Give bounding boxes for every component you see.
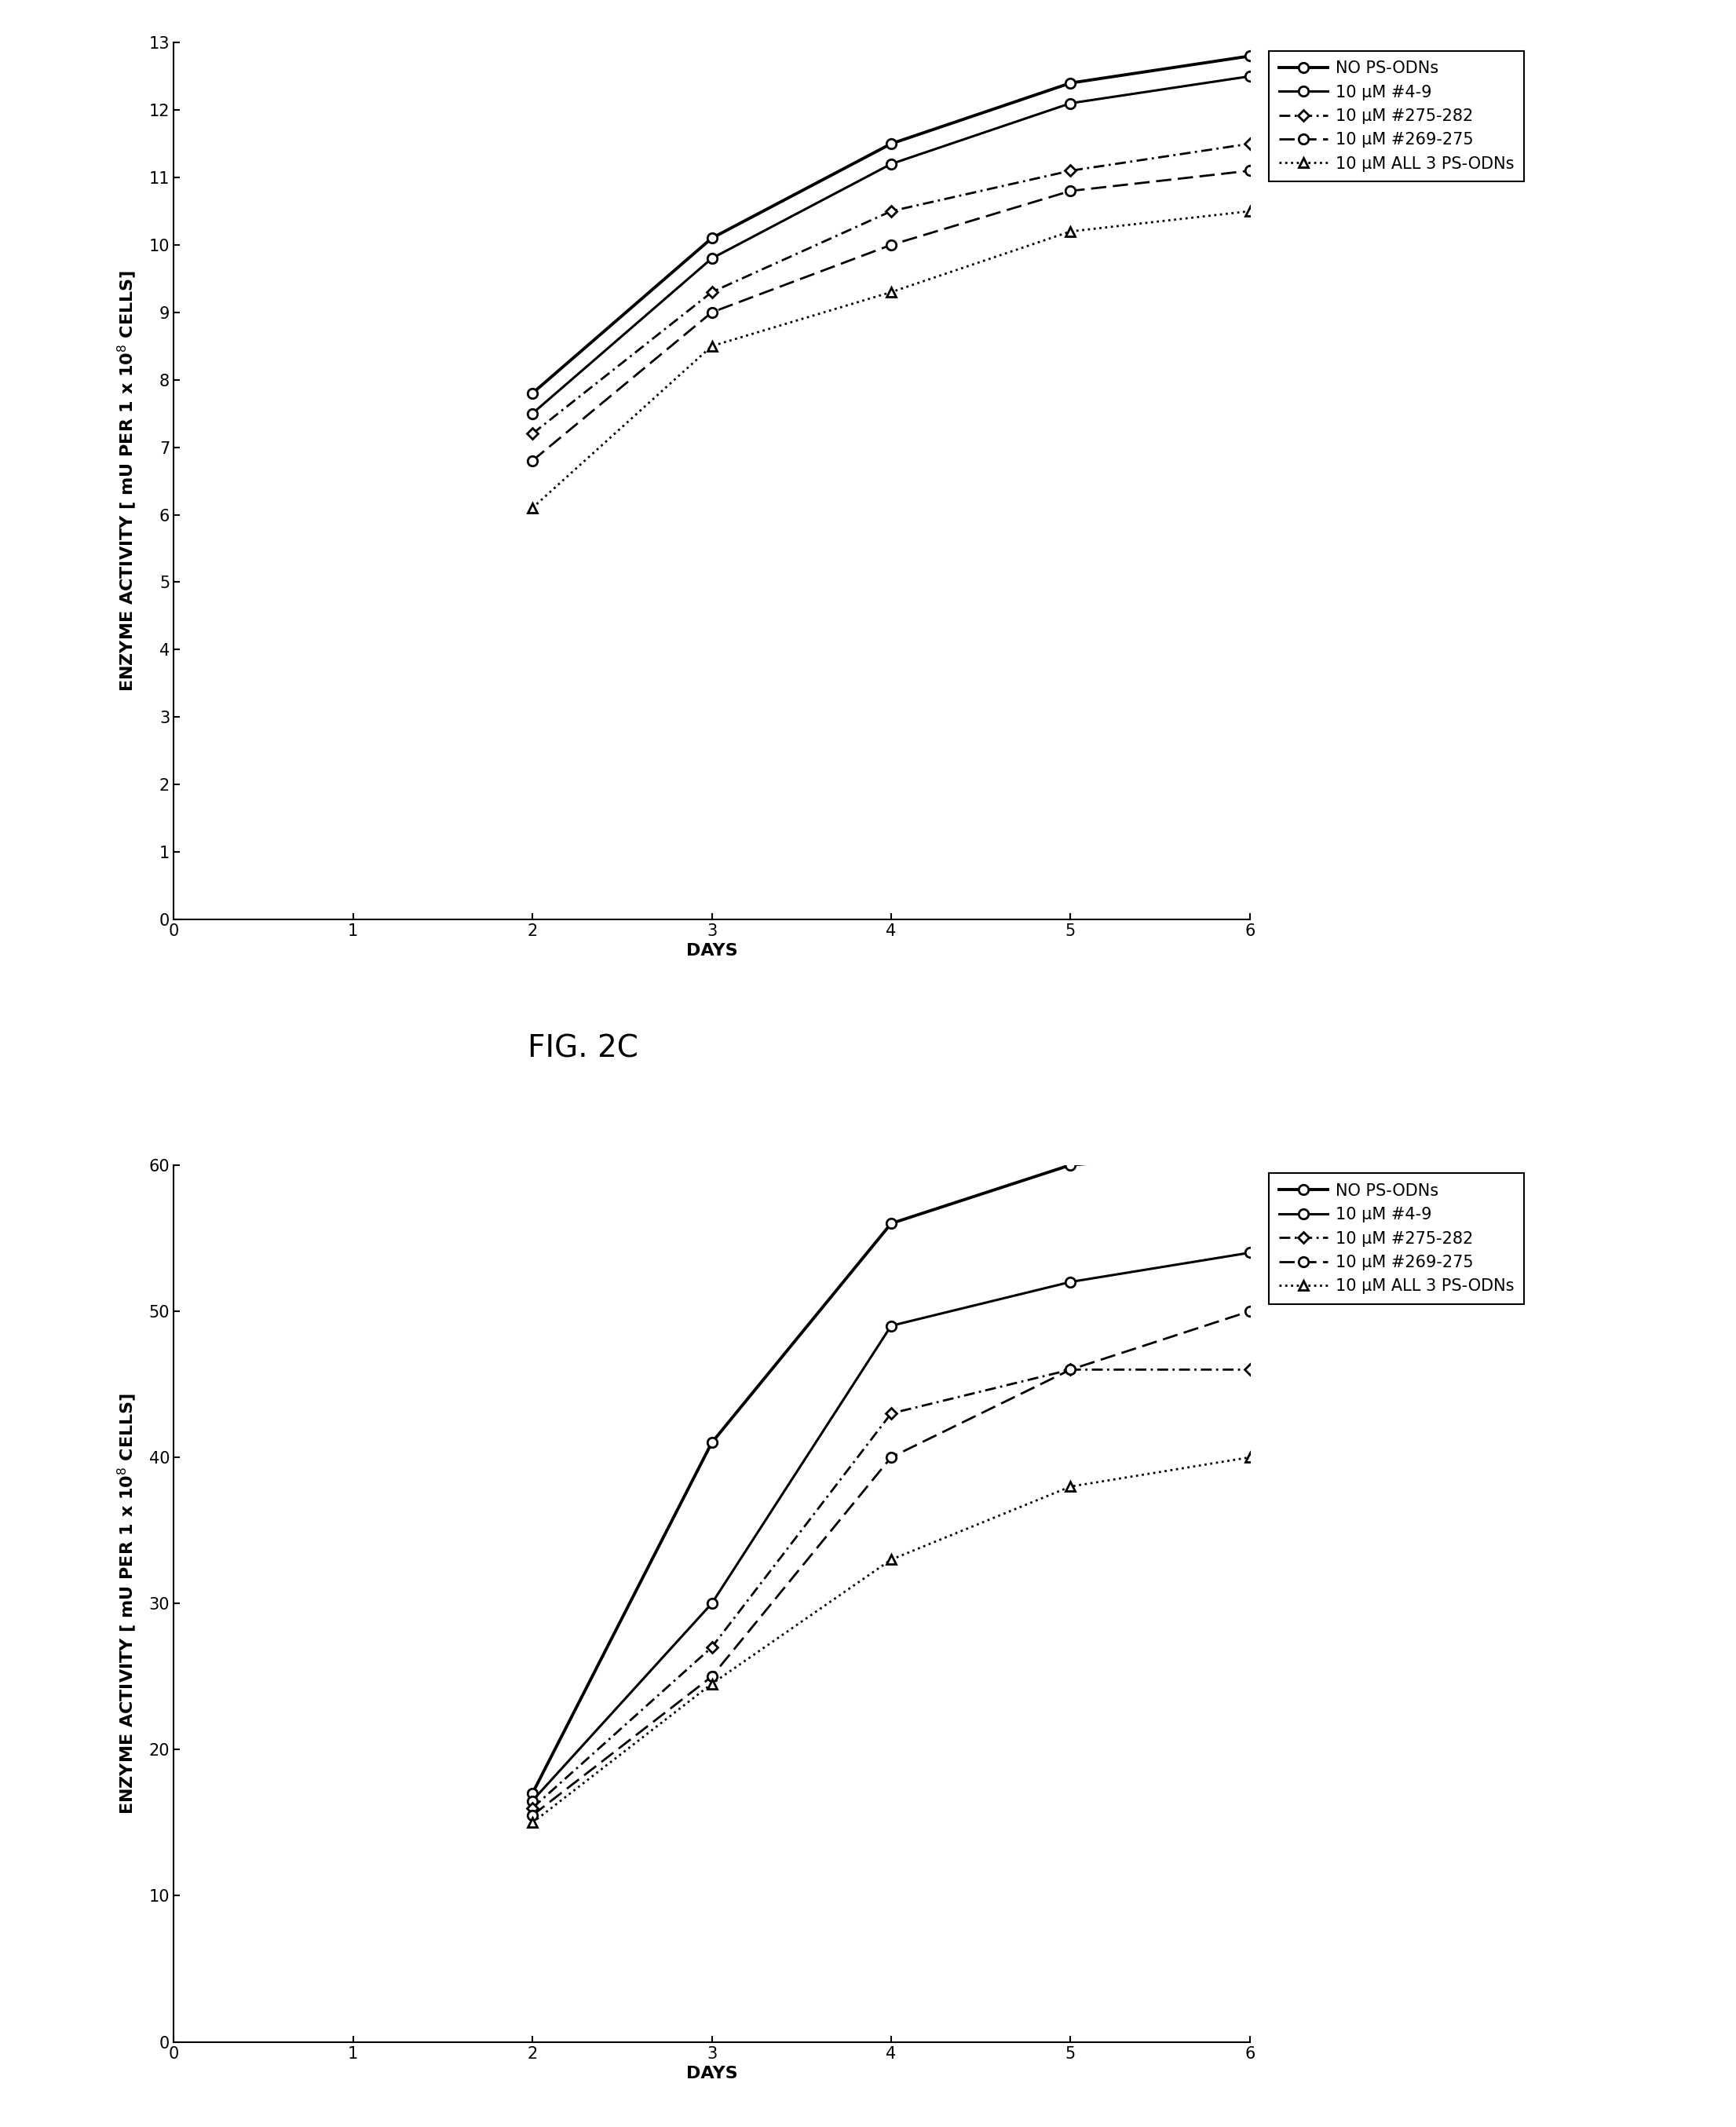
10 μM #275-282 — [1240, 1357, 1260, 1383]
Line: 10 μM ALL 3 PS-ODNs: 10 μM ALL 3 PS-ODNs — [528, 1453, 1255, 1827]
Text: FIG. 2C: FIG. 2C — [528, 1034, 637, 1064]
10 μM #4-9 — [880, 1312, 901, 1338]
10 μM #269-275 — [880, 1444, 901, 1470]
10 μM #269-275 — [1240, 1297, 1260, 1323]
10 μM ALL 3 PS-ODNs — [523, 1810, 543, 1836]
10 μM ALL 3 PS-ODNs — [1061, 1474, 1082, 1500]
Legend: NO PS-ODNs, 10 μM #4-9, 10 μM #275-282, 10 μM #269-275, 10 μM ALL 3 PS-ODNs: NO PS-ODNs, 10 μM #4-9, 10 μM #275-282, … — [1269, 1174, 1524, 1304]
10 μM ALL 3 PS-ODNs — [880, 279, 901, 304]
10 μM #4-9 — [701, 245, 722, 270]
Line: 10 μM #275-282: 10 μM #275-282 — [528, 1366, 1253, 1812]
Line: 10 μM ALL 3 PS-ODNs: 10 μM ALL 3 PS-ODNs — [528, 206, 1255, 513]
10 μM #269-275 — [1061, 179, 1082, 204]
Line: 10 μM #4-9: 10 μM #4-9 — [528, 72, 1255, 419]
10 μM #269-275 — [523, 449, 543, 474]
10 μM #4-9 — [1240, 64, 1260, 89]
10 μM #269-275 — [701, 1663, 722, 1689]
Legend: NO PS-ODNs, 10 μM #4-9, 10 μM #275-282, 10 μM #269-275, 10 μM ALL 3 PS-ODNs: NO PS-ODNs, 10 μM #4-9, 10 μM #275-282, … — [1269, 51, 1524, 181]
10 μM #275-282 — [880, 198, 901, 223]
10 μM #275-282 — [523, 1795, 543, 1821]
10 μM #4-9 — [701, 1591, 722, 1617]
10 μM #4-9 — [1240, 1240, 1260, 1266]
10 μM #275-282 — [1061, 1357, 1082, 1383]
10 μM ALL 3 PS-ODNs — [1240, 198, 1260, 223]
10 μM #4-9 — [880, 151, 901, 177]
10 μM #4-9 — [1061, 1270, 1082, 1295]
NO PS-ODNs — [880, 1210, 901, 1236]
10 μM #269-275 — [1061, 1357, 1082, 1383]
Y-axis label: ENZYME ACTIVITY [ mU PER 1 x 10$^8$ CELLS]: ENZYME ACTIVITY [ mU PER 1 x 10$^8$ CELL… — [116, 270, 139, 691]
Line: 10 μM #269-275: 10 μM #269-275 — [528, 166, 1255, 466]
10 μM #4-9 — [1061, 91, 1082, 117]
10 μM #4-9 — [523, 400, 543, 425]
10 μM #269-275 — [523, 1802, 543, 1827]
10 μM #269-275 — [701, 300, 722, 325]
X-axis label: DAYS: DAYS — [686, 2065, 738, 2082]
10 μM #275-282 — [1061, 157, 1082, 183]
10 μM #275-282 — [701, 279, 722, 304]
NO PS-ODNs — [701, 1429, 722, 1455]
NO PS-ODNs — [1061, 1153, 1082, 1178]
NO PS-ODNs — [1240, 1138, 1260, 1163]
NO PS-ODNs — [1061, 70, 1082, 96]
NO PS-ODNs — [1240, 43, 1260, 68]
Line: 10 μM #269-275: 10 μM #269-275 — [528, 1306, 1255, 1821]
10 μM ALL 3 PS-ODNs — [1240, 1444, 1260, 1470]
NO PS-ODNs — [523, 381, 543, 406]
10 μM #269-275 — [880, 232, 901, 257]
10 μM #275-282 — [523, 421, 543, 447]
Y-axis label: ENZYME ACTIVITY [ mU PER 1 x 10$^8$ CELLS]: ENZYME ACTIVITY [ mU PER 1 x 10$^8$ CELL… — [116, 1393, 137, 1814]
Line: 10 μM #4-9: 10 μM #4-9 — [528, 1249, 1255, 1806]
NO PS-ODNs — [880, 132, 901, 157]
10 μM #275-282 — [701, 1634, 722, 1659]
10 μM ALL 3 PS-ODNs — [880, 1546, 901, 1572]
10 μM ALL 3 PS-ODNs — [701, 1672, 722, 1697]
NO PS-ODNs — [701, 225, 722, 251]
10 μM #269-275 — [1240, 157, 1260, 183]
10 μM ALL 3 PS-ODNs — [523, 496, 543, 521]
NO PS-ODNs — [523, 1780, 543, 1806]
Line: 10 μM #275-282: 10 μM #275-282 — [528, 140, 1253, 438]
10 μM ALL 3 PS-ODNs — [701, 334, 722, 359]
Line: NO PS-ODNs: NO PS-ODNs — [528, 51, 1255, 398]
10 μM #275-282 — [880, 1402, 901, 1427]
Line: NO PS-ODNs: NO PS-ODNs — [528, 1146, 1255, 1797]
X-axis label: DAYS: DAYS — [686, 944, 738, 959]
10 μM #4-9 — [523, 1789, 543, 1814]
10 μM #275-282 — [1240, 132, 1260, 157]
10 μM ALL 3 PS-ODNs — [1061, 219, 1082, 245]
